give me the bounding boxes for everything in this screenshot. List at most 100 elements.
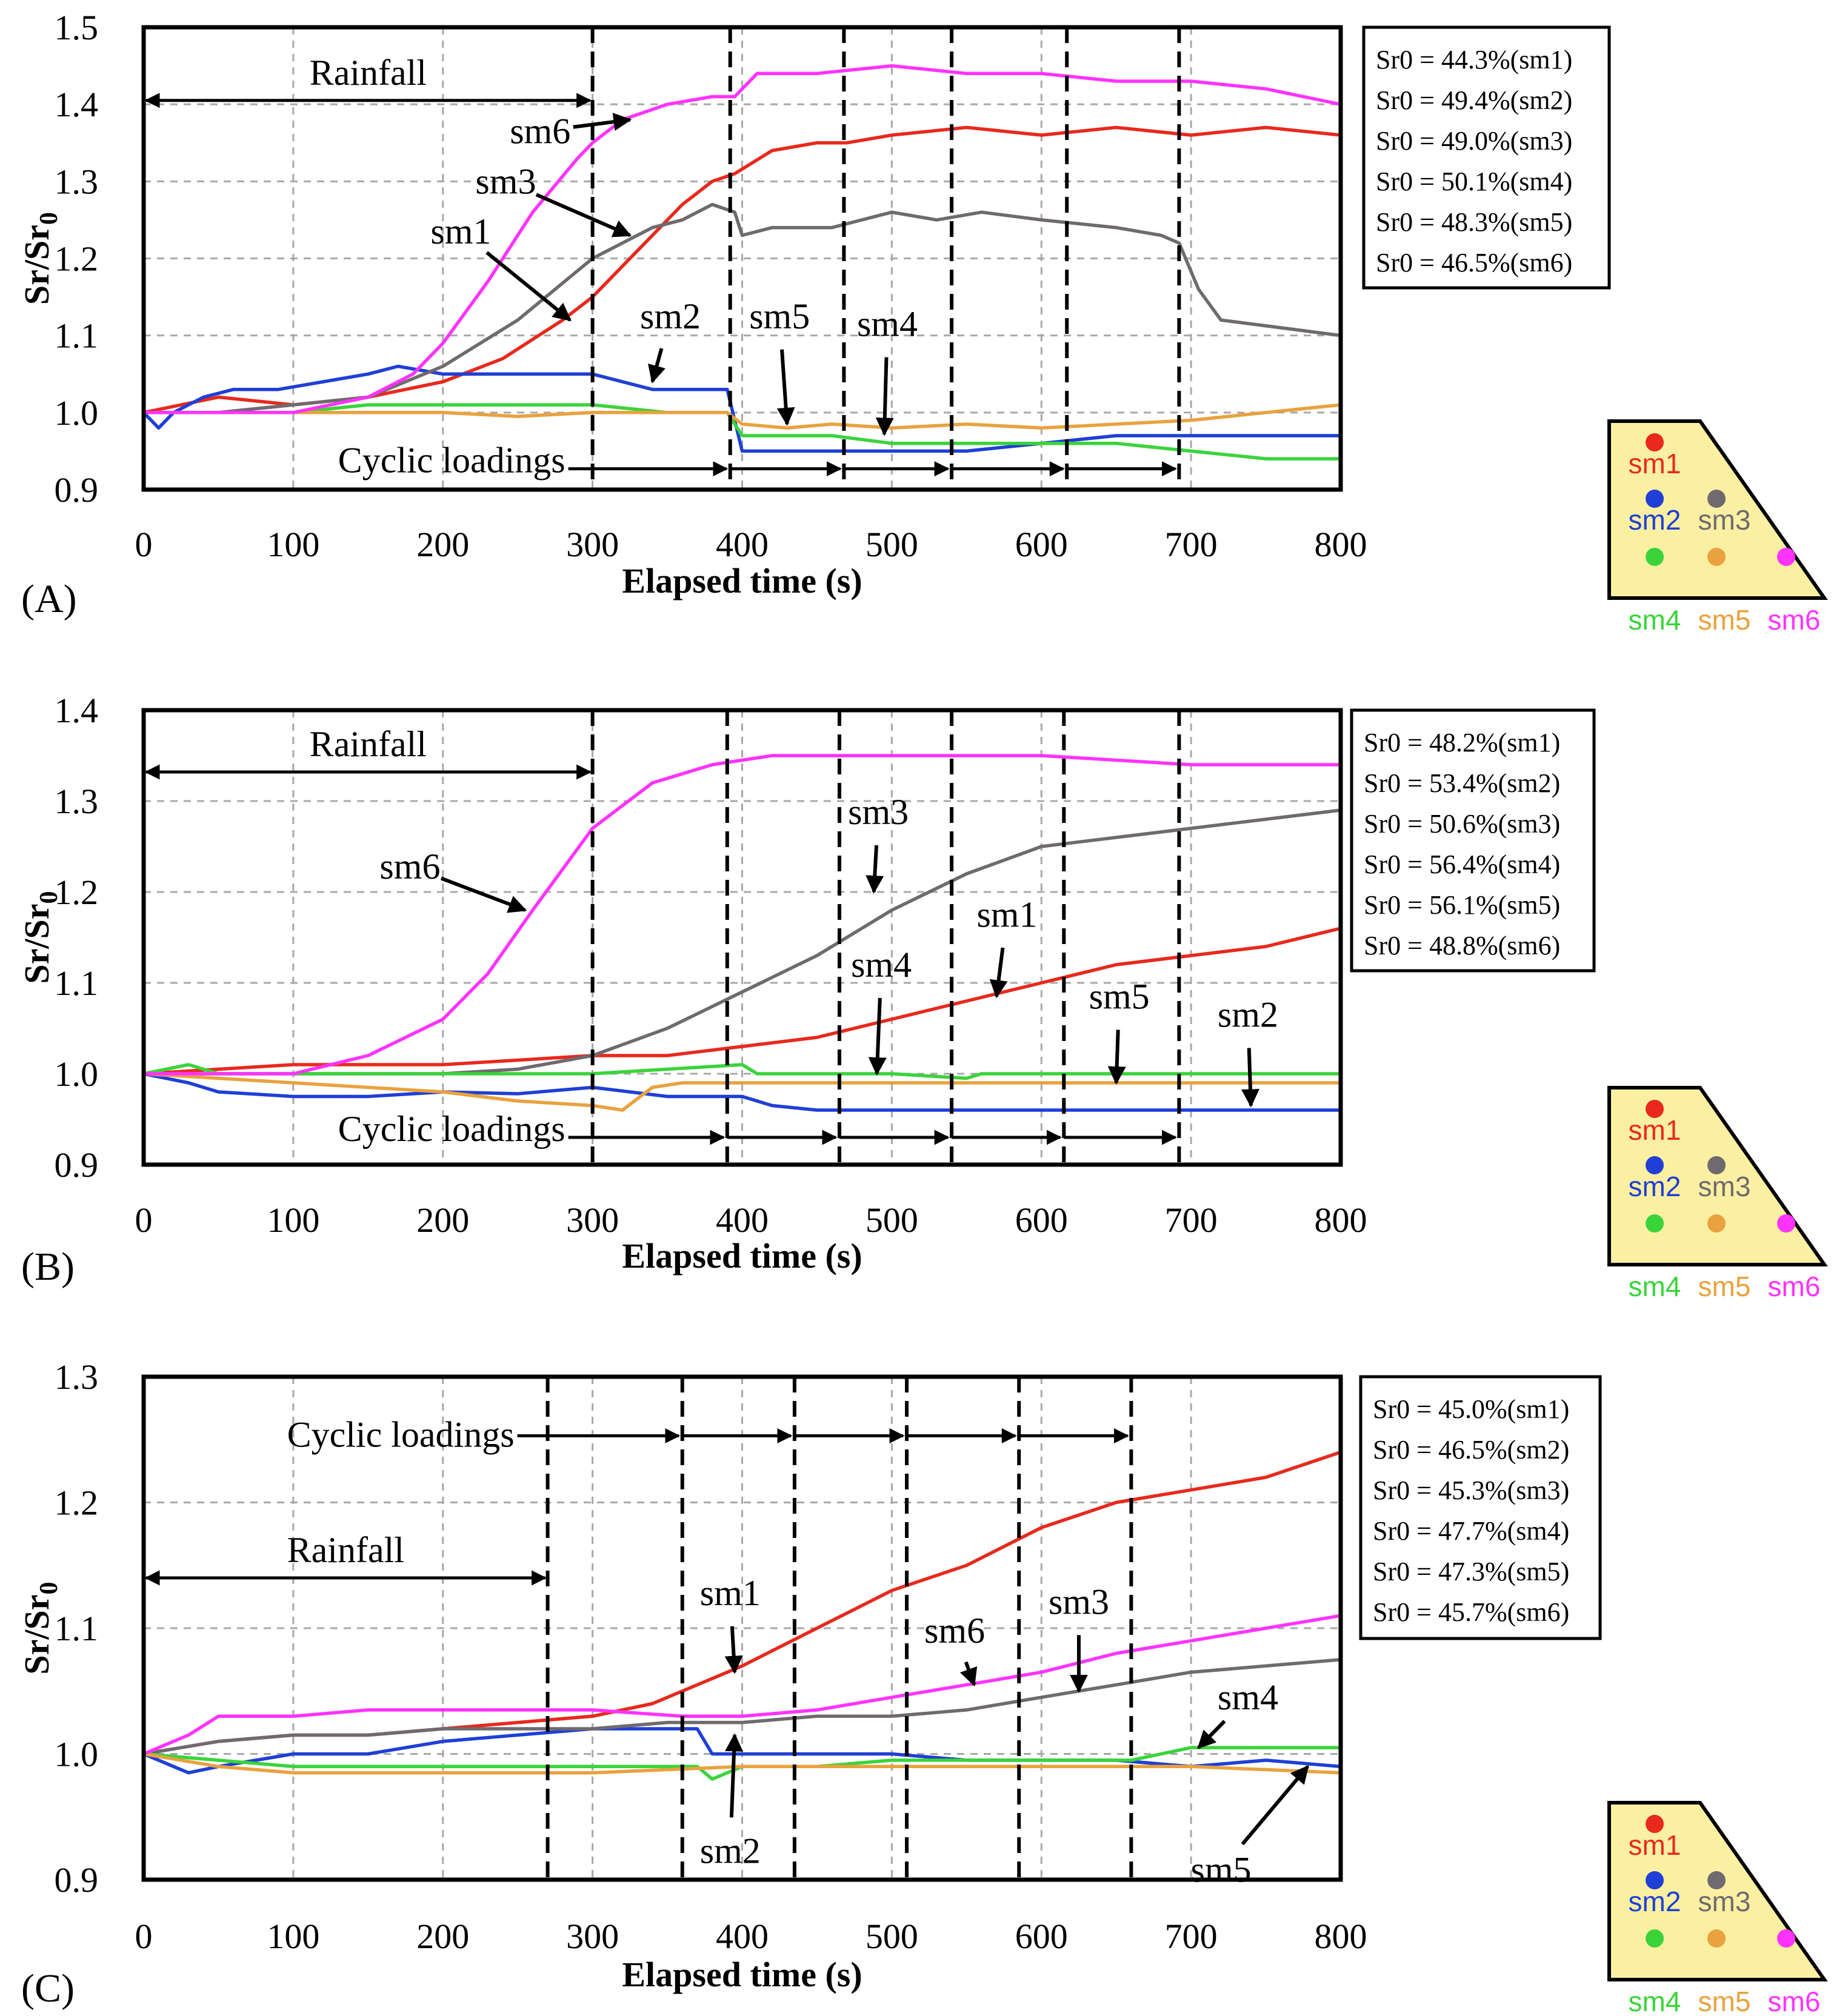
- legend-entry: Sr0 = 48.2%(sm1): [1364, 728, 1560, 757]
- series-label-arrow: [485, 251, 572, 322]
- sensor-label-sm1: sm1: [1629, 448, 1681, 479]
- x-tick-label: 700: [1165, 525, 1218, 564]
- series-line-sm5: [144, 403, 1341, 430]
- series-label-arrow: [648, 348, 665, 384]
- sensor-label-sm2: sm2: [1629, 1886, 1681, 1917]
- sensor-dot-sm5: [1707, 548, 1726, 566]
- x-tick-label: 500: [866, 525, 918, 564]
- rainfall-label: Rainfall: [287, 1530, 404, 1570]
- sensor-label-sm5: sm5: [1698, 1986, 1751, 2013]
- x-tick-label: 600: [1015, 1917, 1068, 1956]
- plot-frame: [141, 708, 1343, 1167]
- sensor-label-sm4: sm4: [1629, 604, 1681, 636]
- sensor-dot-sm5: [1707, 1214, 1726, 1233]
- sensor-dot-sm1: [1646, 1100, 1664, 1118]
- series-label-sm5: sm5: [749, 296, 810, 336]
- series-label-sm5: sm5: [1190, 1849, 1251, 1889]
- x-tick-label: 100: [267, 525, 319, 564]
- cyclic-loadings-label: Cyclic loadings: [338, 441, 565, 481]
- x-tick-label: 300: [566, 525, 619, 564]
- series-label-sm6: sm6: [510, 111, 570, 151]
- x-tick-label: 200: [416, 1200, 469, 1240]
- series-label-sm3: sm3: [475, 161, 536, 201]
- sensor-dot-sm2: [1646, 490, 1664, 508]
- sensor-label-sm5: sm5: [1698, 604, 1751, 636]
- x-tick-label: 400: [716, 525, 769, 564]
- series-label-sm5: sm5: [1089, 977, 1150, 1017]
- x-tick-label: 500: [866, 1200, 918, 1240]
- legend-entry: Sr0 = 45.7%(sm6): [1373, 1597, 1569, 1627]
- sensor-dot-sm3: [1707, 490, 1726, 508]
- x-tick-label: 400: [716, 1917, 769, 1956]
- sensor-layout-inset: sm1 sm2 sm3 sm4 sm5 sm6: [1607, 1086, 1828, 1302]
- x-tick-label: 800: [1315, 525, 1367, 564]
- legend-entry: Sr0 = 48.3%(sm5): [1376, 207, 1572, 237]
- y-tick-label: 1.1: [55, 963, 99, 1003]
- x-tick-label: 600: [1015, 525, 1068, 564]
- legend-entry: Sr0 = 44.3%(sm1): [1376, 45, 1572, 75]
- y-axis-title: Sr/Sr0: [17, 891, 63, 983]
- series-label-sm4: sm4: [857, 304, 918, 344]
- series-line-sm3: [143, 1658, 1341, 1756]
- series-label-arrow: [724, 1626, 743, 1674]
- legend-entry: Sr0 = 45.3%(sm3): [1373, 1475, 1569, 1505]
- x-tick-label: 800: [1315, 1917, 1367, 1956]
- x-tick-label: 700: [1165, 1917, 1218, 1956]
- y-tick-label: 0.9: [55, 470, 99, 510]
- legend-entry: Sr0 = 53.4%(sm2): [1364, 768, 1560, 798]
- legend-entry: Sr0 = 56.4%(sm4): [1364, 850, 1560, 879]
- series-line-sm6: [144, 754, 1341, 1076]
- legend-entry: Sr0 = 56.1%(sm5): [1364, 890, 1560, 920]
- y-tick-label: 1.3: [55, 162, 99, 201]
- x-tick-label: 800: [1315, 1200, 1367, 1240]
- series-line-sm3: [144, 202, 1341, 414]
- series-line-sm6: [144, 64, 1341, 414]
- y-tick-label: 1.0: [55, 1735, 99, 1774]
- sensor-label-sm6: sm6: [1768, 1986, 1821, 2013]
- x-tick-label: 0: [135, 1917, 153, 1956]
- series-label-arrow: [989, 947, 1008, 999]
- series-label-arrow: [1107, 1030, 1126, 1085]
- sensor-dot-sm5: [1707, 1929, 1726, 1948]
- y-tick-label: 1.3: [55, 1357, 99, 1397]
- y-tick-label: 1.5: [55, 8, 99, 47]
- x-tick-label: 600: [1015, 1200, 1068, 1240]
- sensor-label-sm1: sm1: [1629, 1114, 1681, 1146]
- series-label-arrow: [868, 997, 887, 1076]
- sensor-label-sm6: sm6: [1768, 1271, 1821, 1302]
- sensor-label-sm5: sm5: [1698, 1271, 1751, 1302]
- x-tick-label: 300: [566, 1917, 619, 1956]
- y-tick-label: 1.1: [55, 316, 99, 356]
- legend-entry: Sr0 = 46.5%(sm2): [1373, 1435, 1569, 1465]
- series-label-sm2: sm2: [700, 1831, 761, 1871]
- sensor-dot-sm3: [1707, 1156, 1726, 1174]
- series-line-sm4: [143, 1746, 1341, 1781]
- sensor-dot-sm6: [1777, 1214, 1795, 1233]
- series-label-sm3: sm3: [1049, 1582, 1109, 1622]
- plot-frame: [141, 25, 1343, 492]
- sensor-label-sm3: sm3: [1698, 504, 1751, 536]
- legend-entry: Sr0 = 46.5%(sm6): [1376, 248, 1572, 278]
- series-label-sm4: sm4: [851, 945, 912, 985]
- sensor-layout-inset: sm1 sm2 sm3 sm4 sm5 sm6: [1607, 419, 1828, 636]
- sensor-label-sm4: sm4: [1629, 1986, 1681, 2013]
- cyclic-loadings-label: Cyclic loadings: [338, 1109, 565, 1149]
- y-axis-title: Sr/Sr0: [17, 1582, 63, 1674]
- panel-label: (B): [21, 1245, 75, 1289]
- cyclic-loadings-label: Cyclic loadings: [287, 1415, 515, 1455]
- sensor-label-sm2: sm2: [1629, 1171, 1681, 1202]
- y-tick-label: 1.2: [55, 873, 99, 912]
- series-label-arrow: [440, 876, 527, 913]
- sensor-dot-sm4: [1646, 1929, 1664, 1948]
- x-tick-label: 400: [716, 1200, 769, 1240]
- x-tick-label: 0: [135, 525, 153, 564]
- y-tick-label: 1.1: [55, 1609, 99, 1648]
- sensor-label-sm1: sm1: [1629, 1829, 1681, 1861]
- sensor-label-sm6: sm6: [1768, 604, 1821, 636]
- legend-entry: Sr0 = 47.7%(sm4): [1373, 1516, 1569, 1546]
- sensor-label-sm3: sm3: [1698, 1171, 1751, 1202]
- series-label-arrow: [1241, 1765, 1309, 1846]
- series-label-sm6: sm6: [924, 1611, 985, 1651]
